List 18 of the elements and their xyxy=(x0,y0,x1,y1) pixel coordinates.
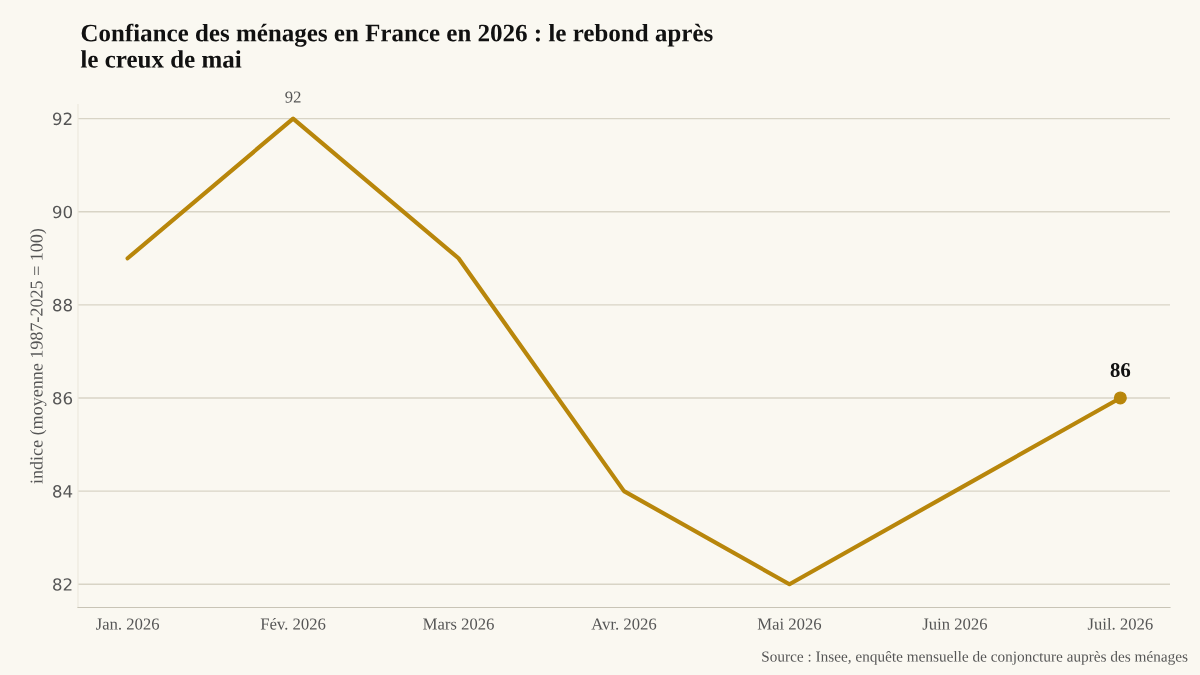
y-tick-label: 88 xyxy=(53,298,72,312)
y-tick-label: 90 xyxy=(52,205,73,219)
x-tick-label: Jan. 2026 xyxy=(96,618,160,630)
y-tick-label: 86 xyxy=(53,391,73,405)
x-tick-label: Juin 2026 xyxy=(922,618,988,630)
data-label: 86 xyxy=(1110,363,1131,378)
x-tick-label: Avr. 2026 xyxy=(591,618,657,630)
x-tick-label: Juil. 2026 xyxy=(1087,617,1153,630)
x-tick-label: Mai 2026 xyxy=(757,618,822,630)
y-tick-label: 82 xyxy=(53,578,72,591)
data-label: 92 xyxy=(285,91,301,103)
source-note: Source : Insee, enquête mensuelle de conjoncture auprès des ménages xyxy=(762,650,1188,665)
y-tick-label: 84 xyxy=(53,485,73,498)
y-tick-label: 92 xyxy=(52,112,72,126)
y-axis-title: indice (moyenne 1987-2025 = 100) xyxy=(29,228,47,484)
x-tick-label: Fév. 2026 xyxy=(260,617,326,630)
x-tick-label: Mars 2026 xyxy=(423,618,494,630)
chart-title: Confiance des ménages en France en 2026 : le rebond après le creux de mai xyxy=(80,23,713,68)
